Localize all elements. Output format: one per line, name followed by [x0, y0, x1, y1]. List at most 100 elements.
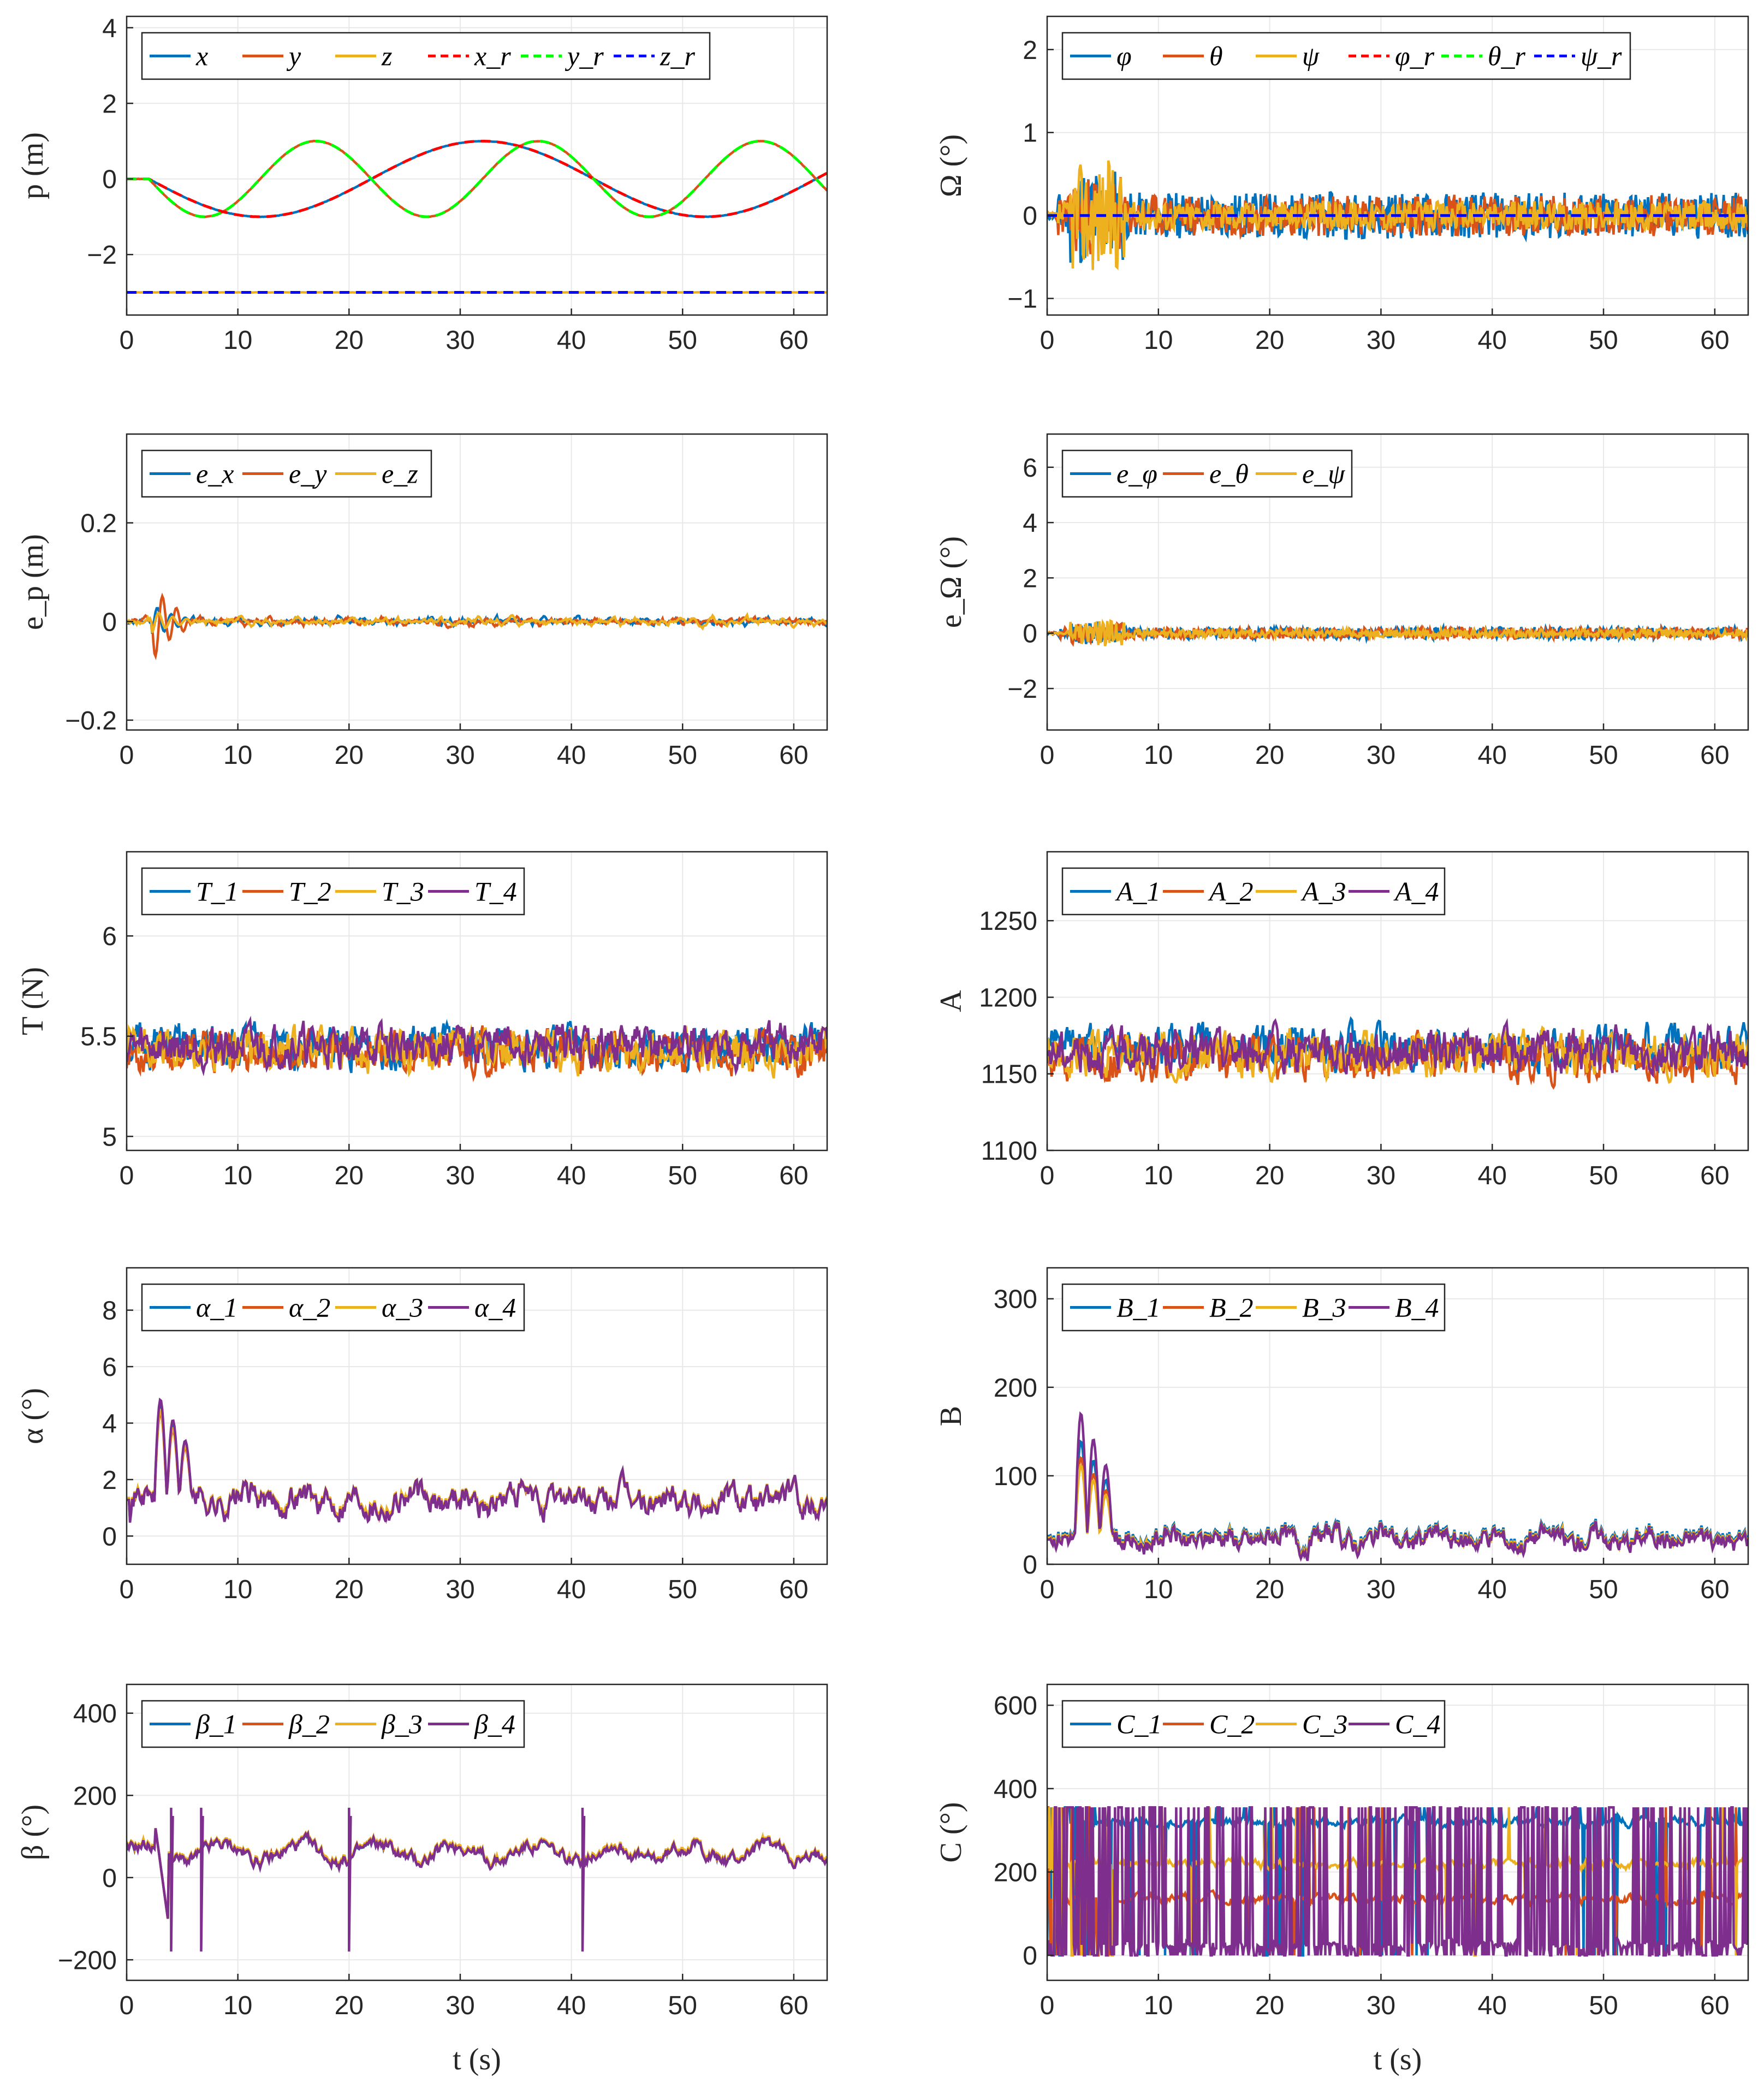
legend-entry: β_2 [288, 1709, 330, 1740]
legend-entry: e_y [289, 459, 327, 489]
y-tick-label: 5 [102, 1123, 117, 1152]
x-tick-label: 20 [1255, 326, 1284, 355]
axes-box [1046, 851, 1749, 1152]
y-tick-label: 200 [994, 1374, 1037, 1403]
x-tick-label: 60 [1700, 1161, 1729, 1190]
axes-box [126, 851, 828, 1152]
y-tick-label: 8 [102, 1297, 117, 1326]
x-tick-label: 0 [1040, 1161, 1055, 1190]
x-tick-label: 60 [779, 326, 808, 355]
y-tick-label: −200 [58, 1946, 117, 1975]
x-tick-label: 0 [120, 1991, 134, 2020]
x-tick-label: 30 [446, 326, 474, 355]
legend-entry: φ_r [1395, 41, 1435, 72]
y-tick-label: 1 [1023, 119, 1037, 148]
y-tick-label: 5.5 [80, 1023, 117, 1052]
x-tick-label: 50 [1589, 1575, 1618, 1604]
axes-box [1046, 1683, 1749, 1981]
legend-entry: φ [1116, 41, 1132, 72]
series-line-p-4 [127, 140, 827, 218]
legend-entry: y [286, 41, 301, 72]
y-tick-label: 0.2 [80, 509, 117, 538]
x-tick-label: 60 [1700, 741, 1729, 770]
y-tick-label: 0 [1023, 620, 1037, 649]
x-tick-label: 20 [1255, 1161, 1284, 1190]
subplot-p: 0 10 20 30 40 50 60 −2 0 2 4 p (m) x y z x_r y_r z_r [16, 14, 828, 355]
y-axis-label: T (N) [16, 967, 50, 1035]
x-tick-label: 50 [668, 1575, 697, 1604]
legend-box [141, 32, 711, 80]
y-axis-label: Ω (°) [934, 134, 968, 197]
x-tick-label: 40 [557, 326, 586, 355]
y-tick-label: 6 [1023, 454, 1037, 483]
y-tick-label: 4 [1023, 509, 1037, 538]
legend-p: x y z x_r y_r z_r [141, 32, 711, 80]
series-line-eOmega-3 [1047, 619, 1748, 646]
y-tick-label: 0 [102, 608, 117, 637]
x-tick-label: 40 [557, 1161, 586, 1190]
series-line-A-4 [1047, 1018, 1748, 1079]
subplot-eOmega: 0 10 20 30 40 50 60 −2 0 2 4 6 e_Ω (°) e_φ e_θ e_ψ [934, 433, 1749, 770]
legend-entry: C_3 [1302, 1709, 1347, 1740]
x-tick-label: 10 [223, 326, 252, 355]
y-tick-label: 6 [102, 922, 117, 951]
x-tick-label: 20 [335, 1991, 364, 2020]
legend-entry: C_2 [1209, 1709, 1255, 1740]
y-tick-label: 2 [102, 1466, 117, 1495]
x-tick-label: 60 [1700, 1575, 1729, 1604]
legend-entry: C_1 [1116, 1709, 1162, 1740]
x-tick-label: 30 [446, 1991, 474, 2020]
x-tick-label: 0 [120, 1161, 134, 1190]
x-tick-label: 20 [1255, 1991, 1284, 2020]
legend-entry: T_2 [289, 876, 331, 907]
x-tick-label: 0 [1040, 1575, 1055, 1604]
legend-entry: β_3 [381, 1709, 423, 1740]
y-axis-label: p (m) [16, 132, 50, 199]
legend-entry: B_2 [1209, 1292, 1254, 1323]
axes-box [1046, 1267, 1749, 1565]
legend-beta: β_1 β_2 β_3 β_4 [141, 1700, 525, 1748]
x-tick-label: 20 [335, 741, 364, 770]
spike-2 [348, 1807, 352, 1952]
y-tick-label: −0.2 [65, 707, 117, 735]
spike-3 [581, 1807, 586, 1952]
legend-box [1061, 32, 1631, 80]
x-tick-label: 0 [1040, 741, 1055, 770]
axes-box [126, 433, 828, 731]
legend-entry: A_2 [1208, 876, 1254, 907]
x-tick-label: 20 [335, 326, 364, 355]
x-tick-label: 40 [557, 741, 586, 770]
y-tick-label: 0 [102, 165, 117, 194]
legend-entry: e_θ [1209, 459, 1249, 489]
x-tick-label: 10 [223, 1575, 252, 1604]
legend-entry: z [381, 41, 392, 72]
subplot-ep: 0 10 20 30 40 50 60−0.200.2e_p (m)e_x e_y e_z [16, 433, 828, 770]
y-axis-label: β (°) [16, 1805, 50, 1860]
y-tick-label: 0 [1023, 1551, 1037, 1580]
legend-entry: θ_r [1488, 41, 1526, 72]
x-tick-label: 10 [223, 1161, 252, 1190]
y-axis-label: B [934, 1406, 968, 1426]
y-tick-label: 1150 [981, 1060, 1037, 1089]
y-tick-label: 0 [102, 1522, 117, 1551]
series-line-beta-3 [127, 1828, 827, 1919]
y-tick-label: 200 [73, 1782, 117, 1811]
x-tick-label: 60 [1700, 1991, 1729, 2020]
legend-entry: ψ [1302, 41, 1320, 72]
y-tick-label: 6 [102, 1353, 117, 1382]
y-tick-label: 300 [994, 1285, 1037, 1314]
legend-Omega: φ θ ψ φ_r θ_r ψ_r [1061, 32, 1631, 80]
x-tick-label: 50 [1589, 1991, 1618, 2020]
x-tick-label: 50 [1589, 1161, 1618, 1190]
y-tick-label: −2 [1007, 675, 1037, 704]
y-tick-label: 4 [102, 1409, 117, 1438]
y-axis-label: C (°) [934, 1802, 968, 1862]
x-tick-label: 50 [668, 1161, 697, 1190]
legend-C: C_1 C_2 C_3 C_4 [1061, 1700, 1446, 1748]
legend-entry: y_r [565, 41, 604, 72]
x-tick-label: 10 [223, 1991, 252, 2020]
